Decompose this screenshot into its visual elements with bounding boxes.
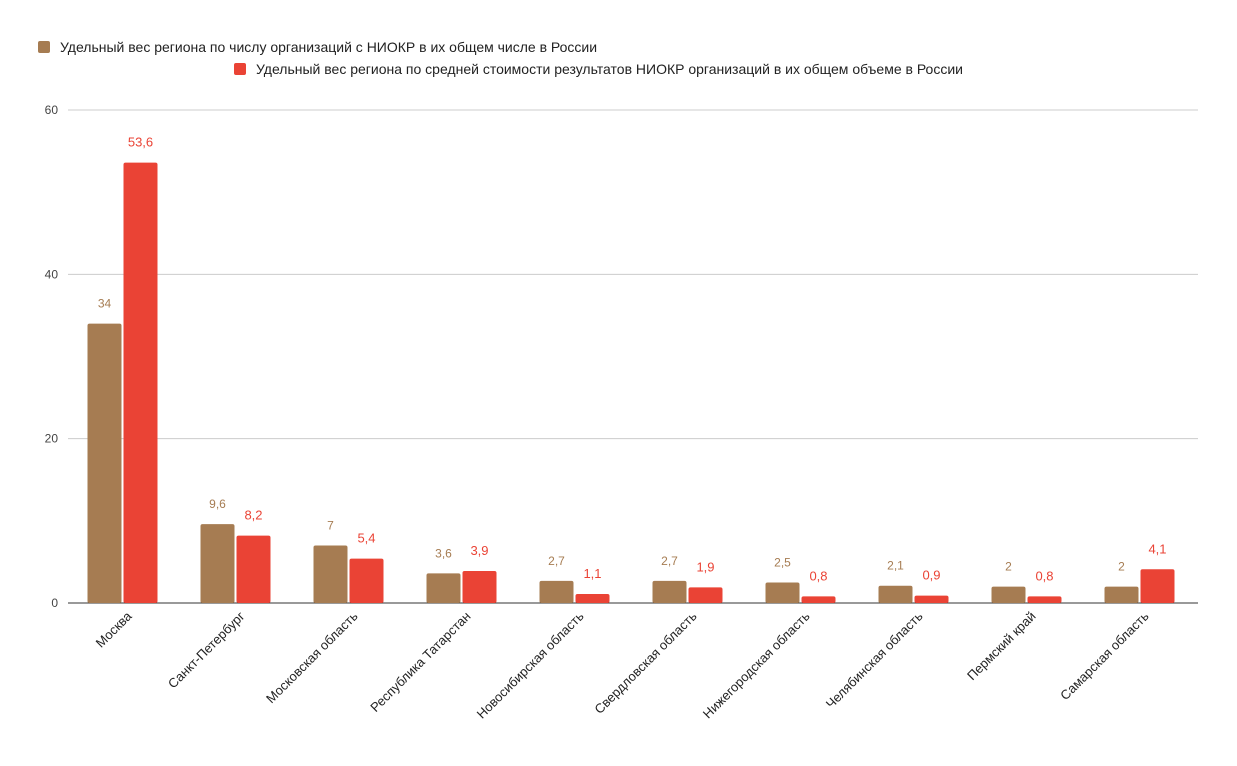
legend-label-series-1: Удельный вес региона по числу организаци… (60, 39, 598, 55)
x-tick-label: Республика Татарстан (367, 609, 473, 715)
data-label-series-1: 2,1 (887, 559, 904, 573)
bar-series-2 (1140, 569, 1175, 603)
bar-series-1 (1104, 586, 1139, 603)
data-label-series-2: 0,8 (809, 568, 827, 583)
data-label-series-1: 2 (1118, 560, 1125, 574)
data-label-series-1: 2,5 (774, 555, 791, 569)
legend-swatch-series-2 (234, 63, 246, 75)
bar-series-2 (801, 596, 836, 603)
data-label-series-2: 0,8 (1035, 568, 1053, 583)
data-label-series-1: 2,7 (661, 554, 678, 568)
bar-series-1 (87, 323, 122, 603)
x-tick-label: Московская область (263, 608, 361, 706)
data-label-series-2: 8,2 (244, 508, 262, 523)
legend-label-series-2: Удельный вес региона по средней стоимост… (256, 61, 963, 77)
x-tick-label: Санкт-Петербург (165, 608, 248, 691)
data-label-series-2: 1,1 (583, 566, 601, 581)
x-tick-label: Челябинская область (823, 608, 926, 711)
y-tick-label: 60 (45, 103, 59, 117)
bar-series-2 (1027, 596, 1062, 603)
data-label-series-1: 2,7 (548, 554, 565, 568)
legend-swatch-series-1 (38, 41, 50, 53)
x-tick-label: Москва (93, 608, 136, 651)
x-tick-label: Самарская область (1057, 608, 1152, 703)
bar-series-2 (349, 558, 384, 603)
data-label-series-2: 4,1 (1148, 541, 1166, 556)
data-label-series-2: 53,6 (128, 135, 153, 150)
data-label-series-2: 0,9 (922, 568, 940, 583)
bar-series-2 (236, 535, 271, 603)
bar-series-1 (991, 586, 1026, 603)
data-label-series-2: 3,9 (470, 543, 488, 558)
bar-series-1 (765, 582, 800, 603)
legend-item-series-2: Удельный вес региона по средней стоимост… (234, 61, 963, 77)
data-label-series-2: 1,9 (696, 559, 714, 574)
bar-series-2 (914, 595, 949, 603)
x-tick-label: Нижегородская область (700, 608, 813, 721)
bar-series-1 (539, 580, 574, 603)
y-tick-label: 0 (51, 596, 58, 610)
bar-series-1 (652, 580, 687, 603)
data-label-series-1: 7 (327, 518, 334, 532)
bar-series-1 (313, 545, 348, 603)
data-label-series-1: 9,6 (209, 497, 226, 511)
x-tick-label: Новосибирская область (474, 608, 587, 721)
legend-item-series-1: Удельный вес региона по числу организаци… (38, 39, 597, 55)
bar-series-2 (462, 570, 497, 603)
data-label-series-1: 34 (98, 297, 112, 311)
bar-series-1 (878, 585, 913, 603)
bar-series-2 (688, 587, 723, 603)
x-tick-label: Пермский край (964, 609, 1039, 684)
data-label-series-1: 3,6 (435, 546, 452, 560)
bar-series-2 (123, 162, 158, 603)
data-label-series-2: 5,4 (357, 531, 375, 546)
x-tick-label: Свердловская область (591, 608, 699, 716)
chart-legend: Удельный вес региона по числу организаци… (0, 0, 1237, 90)
data-label-series-1: 2 (1005, 560, 1012, 574)
y-tick-label: 40 (45, 267, 59, 281)
y-tick-label: 20 (45, 432, 59, 446)
bar-series-2 (575, 593, 610, 603)
bar-series-1 (426, 573, 461, 603)
bar-series-1 (200, 524, 235, 603)
